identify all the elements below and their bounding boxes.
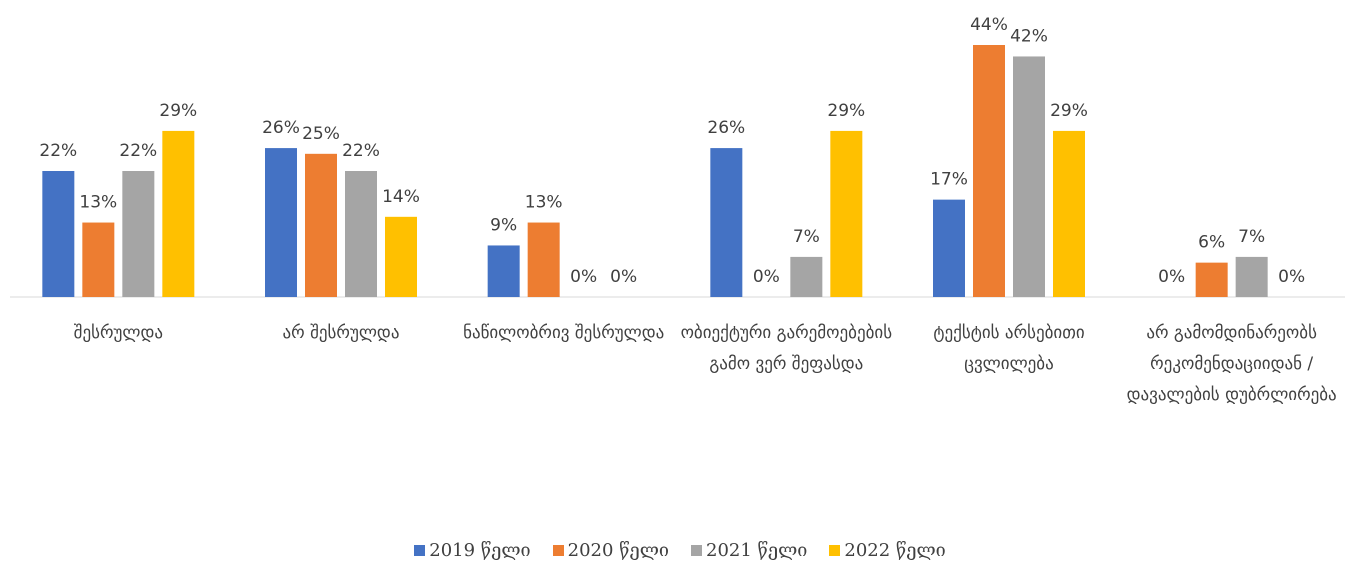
value-label: 9% bbox=[490, 215, 517, 235]
bar bbox=[487, 245, 520, 297]
legend-item: 2019 წელი bbox=[414, 540, 531, 561]
x-tick-label: შესრულდა bbox=[73, 323, 163, 343]
value-label: 0% bbox=[1158, 267, 1185, 287]
legend-label: 2022 წელი bbox=[844, 540, 946, 561]
value-label: 29% bbox=[159, 101, 197, 121]
value-label: 0% bbox=[610, 267, 637, 287]
value-label: 22% bbox=[119, 141, 157, 161]
bar bbox=[1235, 256, 1268, 297]
value-label: 29% bbox=[1050, 101, 1088, 121]
bar bbox=[1053, 130, 1085, 297]
value-label: 0% bbox=[570, 267, 597, 287]
bar bbox=[527, 222, 560, 297]
value-label: 22% bbox=[39, 141, 77, 161]
bar bbox=[933, 199, 965, 297]
bar bbox=[1013, 56, 1045, 297]
legend-swatch bbox=[691, 545, 702, 556]
value-label: 44% bbox=[970, 15, 1008, 35]
x-tick-label: ობიექტური გარემოებების გამო ვერ შეფასდა bbox=[680, 323, 893, 374]
bar bbox=[973, 45, 1005, 297]
value-label: 26% bbox=[707, 118, 745, 138]
bar bbox=[265, 148, 297, 297]
value-label: 13% bbox=[79, 193, 117, 213]
value-label: 26% bbox=[262, 118, 300, 138]
legend: 2019 წელი 2020 წელი 2021 წელი 2022 წელი bbox=[0, 540, 1360, 561]
legend-swatch bbox=[414, 545, 426, 556]
x-tick-label: ნაწილობრივ შესრულდა bbox=[463, 323, 665, 343]
value-label: 6% bbox=[1198, 233, 1225, 253]
bar bbox=[790, 256, 823, 297]
x-tick-label: არ შესრულდა bbox=[282, 323, 400, 343]
value-label: 0% bbox=[753, 267, 780, 287]
legend-swatch bbox=[829, 545, 841, 556]
legend-swatch bbox=[552, 545, 564, 556]
bar bbox=[305, 153, 337, 297]
value-label: 0% bbox=[1278, 267, 1305, 287]
legend-label: 2021 წელი bbox=[706, 540, 808, 561]
bar bbox=[710, 148, 743, 297]
value-label: 22% bbox=[342, 141, 380, 161]
value-label: 14% bbox=[382, 187, 420, 207]
bar bbox=[1195, 262, 1228, 297]
value-label: 7% bbox=[793, 227, 820, 247]
bar bbox=[82, 222, 115, 297]
x-tick-label: არ გამომდინარეობს რეკომენდაციიდან / დავა… bbox=[1126, 323, 1337, 405]
x-tick-label: ტექსტის არსებითი ცვლილება bbox=[933, 323, 1085, 374]
legend-label: 2019 წელი bbox=[429, 540, 531, 561]
legend-item: 2022 წელი bbox=[829, 540, 946, 561]
bar bbox=[42, 171, 75, 297]
value-label: 17% bbox=[930, 170, 968, 190]
bar bbox=[385, 216, 417, 297]
legend-label: 2020 წელი bbox=[567, 540, 669, 561]
value-label: 25% bbox=[302, 124, 340, 144]
bar bbox=[830, 130, 863, 297]
legend-item: 2021 წელი bbox=[691, 540, 807, 561]
value-label: 13% bbox=[525, 193, 563, 213]
bar bbox=[162, 130, 195, 297]
value-label: 29% bbox=[827, 101, 865, 121]
value-label: 42% bbox=[1010, 26, 1048, 46]
bar bbox=[345, 171, 377, 297]
legend-item: 2020 წელი bbox=[552, 540, 669, 561]
bar bbox=[122, 171, 155, 297]
value-label: 7% bbox=[1238, 227, 1265, 247]
